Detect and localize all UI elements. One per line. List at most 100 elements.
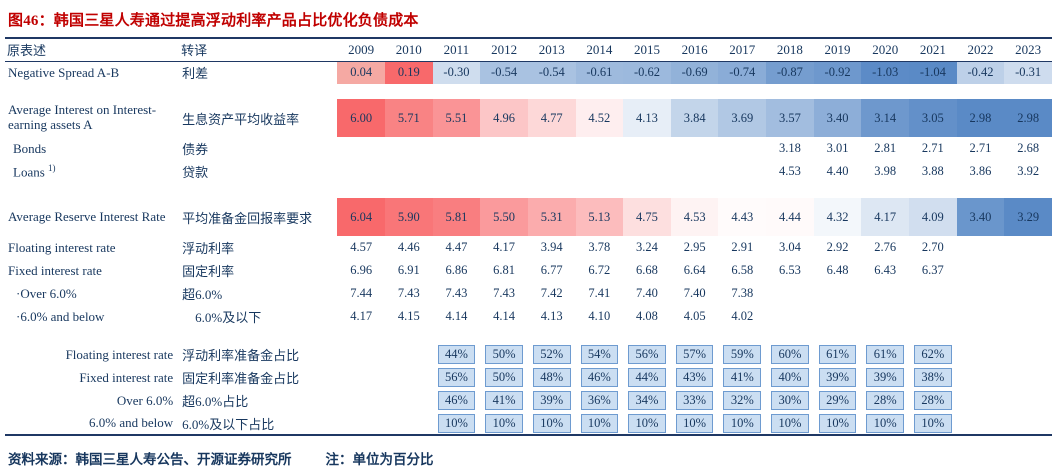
value-cell: [528, 137, 576, 160]
value-cell: [671, 137, 719, 160]
value-cell: [1004, 343, 1052, 366]
value-cell: 3.94: [540, 240, 563, 254]
data-bar: 34%: [628, 391, 666, 410]
value-cell: -0.30: [432, 61, 481, 84]
value-cell: 7.41: [588, 286, 611, 300]
value-cell: [337, 137, 385, 160]
data-bar: 41%: [723, 368, 762, 387]
value-cell: 6.91: [397, 263, 420, 277]
value-cell: 10%: [766, 412, 814, 435]
row-label-en: Bonds: [13, 140, 47, 156]
table-row: Over 6.0% 超6.0%占比 46% 41% 39% 36% 34% 33% 32% 30%…: [5, 389, 1052, 412]
value-cell: 52%: [528, 343, 576, 366]
value-cell: 6.81: [493, 263, 515, 277]
value-cell: [861, 282, 909, 305]
value-cell: -0.92: [813, 61, 862, 84]
value-cell: [718, 160, 766, 183]
value-cell: 4.47: [445, 240, 468, 254]
data-bar: 46%: [580, 368, 619, 387]
data-bar: 57%: [675, 345, 714, 364]
row-label-en: Average Interest on Interest-earning ass…: [8, 102, 157, 132]
value-cell: 4.15: [397, 309, 420, 323]
value-cell: [337, 343, 385, 366]
value-cell: [385, 160, 433, 183]
value-cell: 4.44: [766, 198, 814, 236]
value-cell: 0.04: [337, 61, 385, 84]
value-cell: [766, 305, 814, 328]
value-cell: [433, 137, 481, 160]
data-bar: 10%: [675, 413, 714, 433]
value-cell: [576, 137, 624, 160]
data-bar: 10%: [914, 413, 952, 433]
value-cell: -0.31: [1004, 61, 1052, 84]
year-header: 2020: [861, 38, 910, 62]
value-cell: 10%: [576, 412, 624, 435]
value-cell: 10%: [433, 412, 481, 435]
data-bar: 33%: [675, 391, 714, 410]
value-cell: 6.37: [921, 263, 944, 277]
value-cell: 10%: [480, 412, 528, 435]
value-cell: [623, 160, 671, 183]
value-cell: -0.61: [575, 61, 624, 84]
value-cell: 0.19: [384, 61, 433, 84]
value-cell: [385, 412, 433, 435]
value-cell: 3.24: [636, 240, 658, 254]
value-cell: 10%: [814, 412, 862, 435]
value-cell: 39%: [528, 389, 576, 412]
value-cell: 4.17: [861, 198, 910, 236]
spacer-cell: [5, 183, 1052, 198]
value-cell: -1.04: [909, 61, 957, 84]
table-row: Loans 1) 贷款 4.53 4.40 3.98 3.88 3.86 3.92: [5, 160, 1052, 183]
value-cell: [957, 366, 1005, 389]
value-cell: 6.77: [540, 263, 563, 277]
value-cell: 7.40: [636, 286, 658, 300]
data-bar: 10%: [628, 413, 666, 433]
table-row: Bonds 债券 3.18 3.01 2.81 2.71 2.71 2.68: [5, 137, 1052, 160]
value-cell: 4.46: [397, 240, 420, 254]
value-cell: 3.40: [956, 198, 1005, 236]
value-cell: 2.68: [1017, 141, 1040, 155]
value-cell: 6.04: [337, 198, 385, 236]
value-cell: 10%: [528, 412, 576, 435]
value-cell: 3.98: [874, 164, 897, 178]
data-bar: 62%: [914, 345, 952, 364]
value-cell: [1004, 366, 1052, 389]
value-cell: 6.48: [826, 263, 849, 277]
row-label-en: Over 6.0%: [116, 392, 174, 408]
value-cell: 4.13: [540, 309, 563, 323]
data-bar: 40%: [771, 368, 809, 387]
data-bar: 39%: [818, 368, 857, 387]
value-cell: [337, 389, 385, 412]
value-cell: 6.68: [636, 263, 658, 277]
value-cell: [671, 160, 719, 183]
value-cell: [528, 160, 576, 183]
spacer-cell: [5, 84, 1052, 99]
data-table: 原表述 转译 2009 2010 2011 2012 2013 2014 2015 2016 201…: [5, 37, 1052, 436]
value-cell: -0.74: [718, 61, 767, 84]
value-cell: 2.98: [956, 99, 1005, 137]
value-cell: 48%: [528, 366, 576, 389]
value-cell: 50%: [480, 343, 528, 366]
data-bar: 50%: [485, 368, 523, 387]
value-cell: 5.50: [480, 198, 528, 236]
data-bar: 29%: [818, 391, 857, 410]
value-cell: 3.84: [670, 99, 719, 137]
year-header: 2009: [337, 38, 385, 62]
data-bar: 59%: [723, 345, 762, 364]
data-bar: 43%: [675, 368, 714, 387]
value-cell: 3.29: [1004, 198, 1052, 236]
table-header: 原表述 转译 2009 2010 2011 2012 2013 2014 2015 2016 201…: [5, 38, 1052, 62]
year-header: 2016: [670, 38, 719, 62]
value-cell: [957, 412, 1005, 435]
value-cell: [1004, 236, 1052, 259]
value-cell: 4.52: [575, 99, 624, 137]
data-bar: 39%: [866, 368, 905, 387]
table-row: Average Interest on Interest-earning ass…: [5, 99, 1052, 137]
row-label-cn: 贷款: [182, 165, 209, 180]
data-bar: 46%: [437, 391, 476, 410]
value-cell: [385, 137, 433, 160]
value-cell: 7.44: [350, 286, 373, 300]
value-cell: 39%: [814, 366, 862, 389]
value-cell: 32%: [718, 389, 766, 412]
row-label-cn: 超6.0%: [182, 287, 223, 302]
